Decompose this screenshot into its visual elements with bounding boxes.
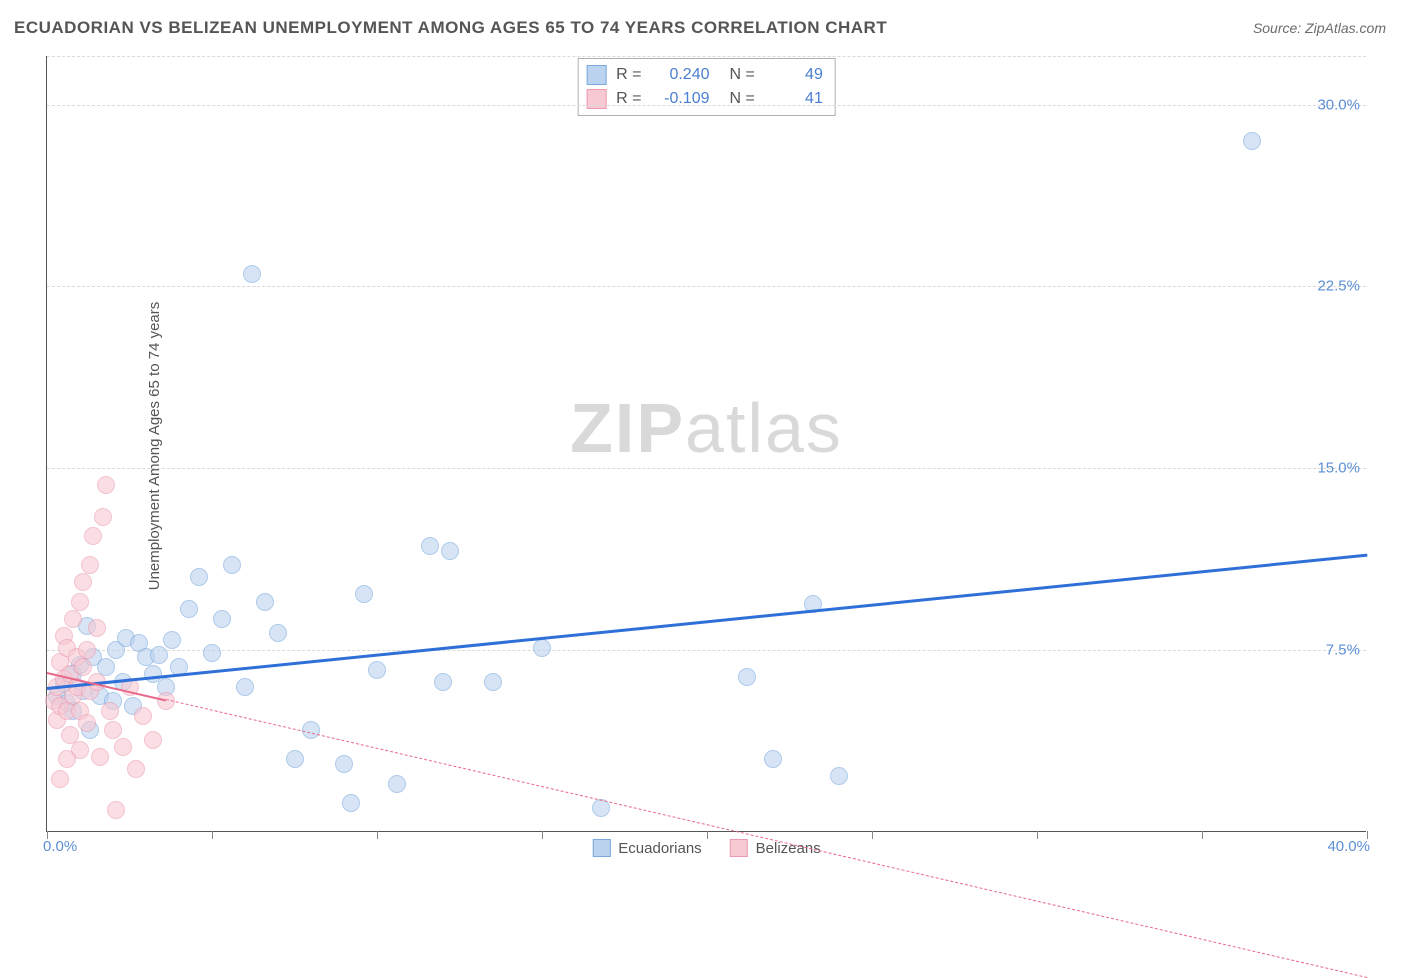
data-point <box>269 624 287 642</box>
data-point <box>97 476 115 494</box>
legend-swatch <box>586 89 606 109</box>
data-point <box>101 702 119 720</box>
data-point <box>223 556 241 574</box>
legend-swatch <box>592 839 610 857</box>
data-point <box>335 755 353 773</box>
data-point <box>84 527 102 545</box>
series-legend-item: Ecuadorians <box>592 839 701 857</box>
x-tick <box>47 831 48 839</box>
y-tick-label: 22.5% <box>1280 278 1360 295</box>
legend-n-label: N = <box>730 66 755 84</box>
data-point <box>88 619 106 637</box>
x-tick <box>1202 831 1203 839</box>
data-point <box>388 775 406 793</box>
data-point <box>64 610 82 628</box>
source-attribution: Source: ZipAtlas.com <box>1253 20 1386 36</box>
data-point <box>58 750 76 768</box>
x-tick <box>377 831 378 839</box>
x-tick <box>1367 831 1368 839</box>
gridline-h <box>47 105 1366 106</box>
data-point <box>355 585 373 603</box>
data-point <box>203 644 221 662</box>
data-point <box>104 721 122 739</box>
data-point <box>1243 132 1261 150</box>
x-axis-min-label: 0.0% <box>43 838 77 855</box>
data-point <box>342 794 360 812</box>
data-point <box>434 673 452 691</box>
data-point <box>74 658 92 676</box>
data-point <box>190 568 208 586</box>
data-point <box>74 573 92 591</box>
legend-row: R =-0.109N =41 <box>586 87 823 111</box>
data-point <box>78 714 96 732</box>
data-point <box>91 748 109 766</box>
legend-n-value: 49 <box>765 66 823 84</box>
gridline-h <box>47 56 1366 57</box>
data-point <box>150 646 168 664</box>
series-name: Ecuadorians <box>618 840 701 857</box>
trendline <box>166 699 1367 978</box>
y-tick-label: 30.0% <box>1280 96 1360 113</box>
data-point <box>71 593 89 611</box>
plot-area: ZIPatlas R =0.240N =49R =-0.109N =41 Ecu… <box>46 56 1366 832</box>
legend-r-label: R = <box>616 66 641 84</box>
data-point <box>533 639 551 657</box>
x-tick <box>542 831 543 839</box>
trendline <box>47 553 1367 689</box>
x-tick <box>707 831 708 839</box>
data-point <box>163 631 181 649</box>
data-point <box>114 738 132 756</box>
data-point <box>738 668 756 686</box>
data-point <box>51 770 69 788</box>
data-point <box>236 678 254 696</box>
data-point <box>764 750 782 768</box>
data-point <box>368 661 386 679</box>
watermark-light: atlas <box>685 389 843 467</box>
y-tick-label: 7.5% <box>1280 642 1360 659</box>
y-tick-label: 15.0% <box>1280 460 1360 477</box>
data-point <box>484 673 502 691</box>
gridline-h <box>47 468 1366 469</box>
data-point <box>243 265 261 283</box>
data-point <box>134 707 152 725</box>
legend-swatch <box>730 839 748 857</box>
correlation-legend: R = 0.240 N = 49 R =-0.109N =41 <box>577 58 836 116</box>
data-point <box>421 537 439 555</box>
data-point <box>286 750 304 768</box>
data-point <box>441 542 459 560</box>
x-axis-max-label: 40.0% <box>1327 838 1370 855</box>
data-point <box>256 593 274 611</box>
data-point <box>180 600 198 618</box>
chart-title: ECUADORIAN VS BELIZEAN UNEMPLOYMENT AMON… <box>14 18 887 38</box>
gridline-h <box>47 286 1366 287</box>
watermark: ZIPatlas <box>570 388 843 468</box>
data-point <box>94 508 112 526</box>
gridline-h <box>47 650 1366 651</box>
data-point <box>78 641 96 659</box>
data-point <box>81 556 99 574</box>
x-tick <box>212 831 213 839</box>
data-point <box>107 801 125 819</box>
data-point <box>830 767 848 785</box>
data-point <box>144 731 162 749</box>
x-tick <box>1037 831 1038 839</box>
legend-swatch <box>586 65 606 85</box>
legend-row: R = 0.240 N = 49 <box>586 63 823 87</box>
data-point <box>127 760 145 778</box>
data-point <box>213 610 231 628</box>
watermark-bold: ZIP <box>570 389 685 467</box>
x-tick <box>872 831 873 839</box>
legend-r-value: 0.240 <box>652 66 710 84</box>
